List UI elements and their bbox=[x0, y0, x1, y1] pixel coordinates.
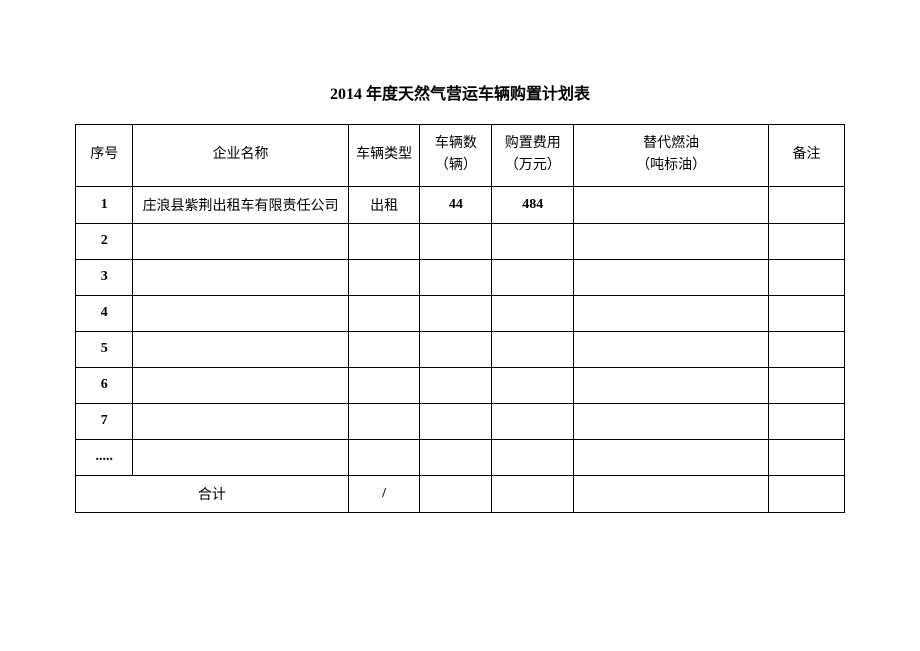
cell-remark bbox=[769, 403, 845, 439]
table-row: 7 bbox=[76, 403, 845, 439]
cell-remark bbox=[769, 367, 845, 403]
table-header-row: 序号 企业名称 车辆类型 车辆数 （辆） 购置费用 （万元） 替代燃油 （吨标油… bbox=[76, 125, 845, 187]
cell-count bbox=[420, 439, 492, 475]
table-row: 3 bbox=[76, 259, 845, 295]
cell-count: 44 bbox=[420, 186, 492, 223]
cell-count bbox=[420, 403, 492, 439]
cell-type: 出租 bbox=[348, 186, 420, 223]
cell-cost bbox=[492, 259, 574, 295]
total-cost bbox=[492, 475, 574, 512]
header-cost-line1: 购置费用 bbox=[505, 136, 561, 151]
table-body: 1 庄浪县紫荆出租车有限责任公司 出租 44 484 2 3 bbox=[76, 186, 845, 512]
cell-fuel bbox=[574, 223, 769, 259]
total-remark bbox=[769, 475, 845, 512]
cell-remark bbox=[769, 439, 845, 475]
cell-cost bbox=[492, 403, 574, 439]
cell-company bbox=[133, 331, 348, 367]
cell-seq: ..... bbox=[76, 439, 133, 475]
cell-company bbox=[133, 439, 348, 475]
table-total-row: 合计 / bbox=[76, 475, 845, 512]
header-cost: 购置费用 （万元） bbox=[492, 125, 574, 187]
header-fuel: 替代燃油 （吨标油） bbox=[574, 125, 769, 187]
cell-fuel bbox=[574, 259, 769, 295]
cell-count bbox=[420, 223, 492, 259]
cell-count bbox=[420, 259, 492, 295]
cell-seq: 7 bbox=[76, 403, 133, 439]
cell-cost bbox=[492, 295, 574, 331]
cell-type bbox=[348, 439, 420, 475]
cell-type bbox=[348, 331, 420, 367]
cell-remark bbox=[769, 331, 845, 367]
plan-table: 序号 企业名称 车辆类型 车辆数 （辆） 购置费用 （万元） 替代燃油 （吨标油… bbox=[75, 124, 845, 513]
cell-cost bbox=[492, 223, 574, 259]
total-type: / bbox=[348, 475, 420, 512]
cell-remark bbox=[769, 295, 845, 331]
cell-remark bbox=[769, 186, 845, 223]
cell-fuel bbox=[574, 186, 769, 223]
header-fuel-line2: （吨标油） bbox=[636, 158, 706, 173]
cell-type bbox=[348, 403, 420, 439]
cell-fuel bbox=[574, 331, 769, 367]
table-row: ..... bbox=[76, 439, 845, 475]
table-row: 5 bbox=[76, 331, 845, 367]
header-count-line2: （辆） bbox=[435, 158, 477, 173]
cell-seq: 4 bbox=[76, 295, 133, 331]
cell-fuel bbox=[574, 295, 769, 331]
total-label: 合计 bbox=[76, 475, 349, 512]
cell-cost bbox=[492, 367, 574, 403]
cell-type bbox=[348, 295, 420, 331]
cell-count bbox=[420, 367, 492, 403]
header-seq: 序号 bbox=[76, 125, 133, 187]
cell-cost bbox=[492, 439, 574, 475]
table-row: 4 bbox=[76, 295, 845, 331]
cell-company bbox=[133, 367, 348, 403]
cell-company bbox=[133, 403, 348, 439]
header-fuel-line1: 替代燃油 bbox=[643, 136, 699, 151]
cell-remark bbox=[769, 223, 845, 259]
header-count: 车辆数 （辆） bbox=[420, 125, 492, 187]
table-row: 2 bbox=[76, 223, 845, 259]
cell-seq: 6 bbox=[76, 367, 133, 403]
header-remark: 备注 bbox=[769, 125, 845, 187]
cell-type bbox=[348, 259, 420, 295]
cell-seq: 5 bbox=[76, 331, 133, 367]
header-cost-line2: （万元） bbox=[505, 158, 561, 173]
cell-company bbox=[133, 295, 348, 331]
header-type: 车辆类型 bbox=[348, 125, 420, 187]
header-company: 企业名称 bbox=[133, 125, 348, 187]
table-row: 1 庄浪县紫荆出租车有限责任公司 出租 44 484 bbox=[76, 186, 845, 223]
header-count-line1: 车辆数 bbox=[435, 136, 477, 151]
cell-cost: 484 bbox=[492, 186, 574, 223]
cell-cost bbox=[492, 331, 574, 367]
cell-fuel bbox=[574, 439, 769, 475]
cell-seq: 3 bbox=[76, 259, 133, 295]
cell-type bbox=[348, 223, 420, 259]
cell-company bbox=[133, 259, 348, 295]
cell-company bbox=[133, 223, 348, 259]
page-title: 2014 年度天然气营运车辆购置计划表 bbox=[0, 80, 920, 104]
table-row: 6 bbox=[76, 367, 845, 403]
total-fuel bbox=[574, 475, 769, 512]
cell-company: 庄浪县紫荆出租车有限责任公司 bbox=[133, 186, 348, 223]
cell-count bbox=[420, 295, 492, 331]
cell-fuel bbox=[574, 367, 769, 403]
total-count bbox=[420, 475, 492, 512]
cell-count bbox=[420, 331, 492, 367]
cell-seq: 2 bbox=[76, 223, 133, 259]
cell-fuel bbox=[574, 403, 769, 439]
cell-type bbox=[348, 367, 420, 403]
cell-remark bbox=[769, 259, 845, 295]
cell-seq: 1 bbox=[76, 186, 133, 223]
